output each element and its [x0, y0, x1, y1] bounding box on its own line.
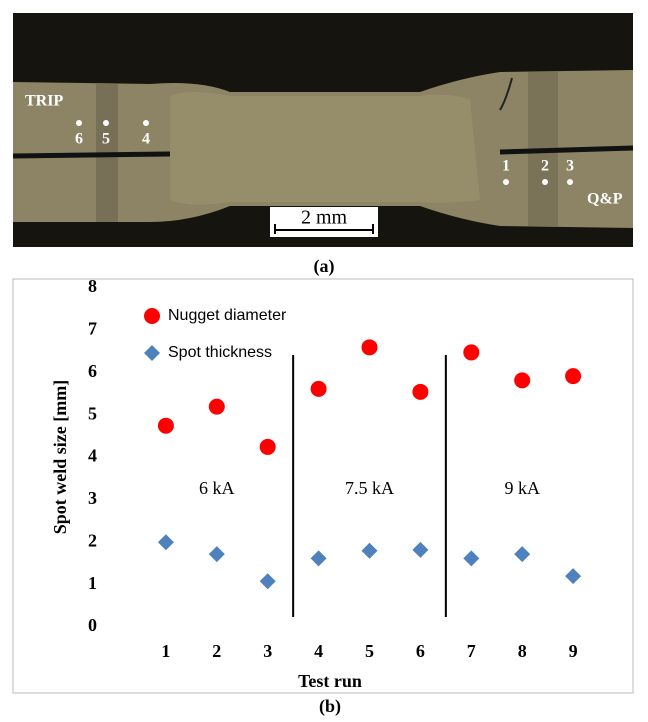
point-dot	[542, 179, 548, 185]
data-point	[565, 368, 582, 385]
x-tick-label: 3	[263, 641, 272, 661]
data-point	[310, 380, 327, 397]
data-point	[412, 383, 429, 400]
data-point	[259, 438, 276, 455]
sheet-interface	[499, 145, 634, 155]
y-tick-label: 0	[88, 615, 97, 635]
y-axis-label: Spot weld size [mm]	[50, 380, 70, 534]
y-tick-label: 8	[88, 276, 97, 296]
data-point	[208, 546, 225, 563]
y-tick-label: 4	[88, 446, 97, 466]
legend-label: Spot thickness	[168, 344, 272, 361]
point-label: 2	[541, 158, 549, 175]
point-dot	[103, 120, 109, 126]
point-label: 5	[102, 131, 110, 148]
data-point	[565, 568, 582, 585]
point-label: 3	[566, 158, 574, 175]
y-tick-label: 7	[88, 319, 97, 339]
crack	[499, 77, 513, 111]
panel-label: (a)	[314, 256, 335, 277]
point-dot	[76, 120, 82, 126]
data-point	[361, 542, 378, 559]
data-point	[157, 534, 174, 551]
chart-border	[12, 278, 634, 694]
point-dot	[143, 120, 149, 126]
sheet-interface	[12, 151, 171, 159]
x-tick-label: 1	[161, 641, 170, 661]
data-point	[310, 550, 327, 567]
data-point	[514, 372, 531, 389]
x-tick-label: 4	[314, 641, 323, 661]
panel-label: (b)	[319, 696, 341, 717]
annotation: 7.5 kA	[345, 478, 394, 498]
legend-label: Nugget diameter	[168, 307, 287, 324]
legend-marker	[144, 308, 160, 324]
y-tick-label: 5	[88, 403, 97, 423]
scale-bar	[274, 224, 374, 234]
annotation: 9 kA	[504, 478, 540, 498]
data-point	[463, 550, 480, 567]
point-label: 4	[142, 131, 150, 148]
data-point	[463, 344, 480, 361]
x-tick-label: 8	[518, 641, 527, 661]
data-point	[412, 541, 429, 558]
weld-nugget	[170, 92, 480, 205]
point-dot	[567, 179, 573, 185]
point-label: 6	[75, 131, 83, 148]
point-label: 1	[502, 158, 510, 175]
x-tick-label: 9	[569, 641, 578, 661]
scale-bar-label: 2 mm	[301, 207, 348, 229]
legend-marker	[144, 345, 160, 361]
data-point	[157, 417, 174, 434]
data-point	[361, 339, 378, 356]
data-point	[208, 398, 225, 415]
x-tick-label: 2	[212, 641, 221, 661]
y-tick-label: 2	[88, 530, 97, 550]
y-tick-label: 3	[88, 488, 97, 508]
x-tick-label: 7	[467, 641, 476, 661]
scale-bar-box	[270, 207, 378, 237]
x-axis-label: Test run	[298, 671, 362, 691]
y-tick-label: 6	[88, 361, 97, 381]
x-tick-label: 6	[416, 641, 425, 661]
left-label: TRIP	[25, 93, 63, 110]
right-label: Q&P	[587, 191, 623, 208]
x-tick-label: 5	[365, 641, 374, 661]
annotation: 6 kA	[199, 478, 235, 498]
y-tick-label: 1	[88, 573, 97, 593]
point-dot	[503, 179, 509, 185]
data-point	[514, 546, 531, 563]
data-point	[259, 573, 276, 590]
